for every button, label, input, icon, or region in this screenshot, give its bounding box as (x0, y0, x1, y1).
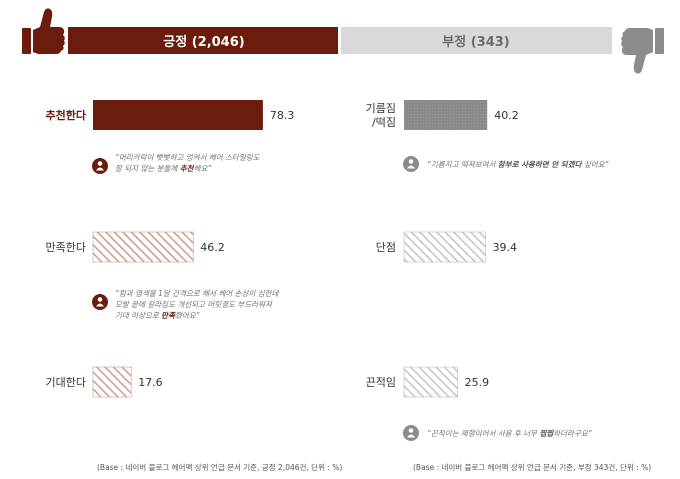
category-label: 추천한다 (46, 108, 87, 122)
negative-header-label: 부정 (343) (442, 34, 509, 50)
positive-header-label: 긍정 (2,046) (163, 34, 244, 50)
value-label: 39.4 (493, 241, 517, 254)
bar (92, 231, 194, 263)
user-icon (403, 425, 419, 441)
thumbs-up-icon (22, 8, 65, 54)
bar (92, 366, 132, 398)
comment-emphasis: 찝찝 (539, 429, 554, 438)
user-icon (92, 294, 108, 310)
comment-text: “머리카락이 뻣뻣하고 엉켜서 헤어 스타일링도 잘 되지 않는 분들께 추천해요… (115, 153, 261, 173)
value-label: 17.6 (138, 376, 163, 389)
value-label: 46.2 (200, 241, 225, 254)
negative-header-bar (340, 27, 612, 54)
comment-text: “기름지고 떡져보여서 함부로 사용하면 안 되겠다 싶어요” (427, 160, 609, 169)
positive-header-bar (68, 27, 340, 54)
positive-chart: 추천한다 78.3 만족한다 46.2 기대한다 17.6 “머리카락이 뻣뻣하고 엉켜서 … (46, 100, 295, 398)
user-icon (92, 158, 108, 174)
comment-text: “끈적이는 제형이어서 사용 후 너무 찝찝하더라구요” (427, 429, 592, 438)
bar (93, 100, 263, 130)
bar (403, 231, 486, 263)
positive-base-note: (Base : 네이버 블로그 헤어팩 상위 언급 문서 기준, 긍정 2,04… (97, 462, 342, 472)
value-label: 78.3 (270, 109, 295, 122)
negative-base-note: (Base : 네이버 블로그 헤어팩 상위 언급 문서 기준, 부정 343건… (413, 462, 651, 472)
category-label: 만족한다 (46, 241, 86, 254)
comment-emphasis: 함부로 사용하면 안 되겠다 (498, 160, 583, 169)
negative-chart: 기름짐/떡짐 40.2 단점 39.4 끈적임 25.9 “기름지고 떡져보여서 함부로 사… (366, 100, 609, 441)
bar (404, 100, 488, 130)
thumbs-down-icon (621, 28, 664, 74)
category-label: 끈적임 (366, 376, 396, 389)
category-label: 단점 (376, 241, 396, 254)
value-label: 25.9 (465, 376, 490, 389)
header-band: 긍정 (2,046) 부정 (343) (22, 8, 664, 74)
value-label: 40.2 (494, 109, 519, 122)
user-icon (403, 156, 419, 172)
bar (403, 366, 458, 398)
comment-emphasis: 만족 (161, 311, 176, 320)
comment-emphasis: 추천 (180, 164, 195, 173)
comment-text: “펌과 염색을 1달 간격으로 해서 헤어 손상이 심한데 모발 끝에 갈라짐도 … (115, 289, 279, 320)
category-label: 기대한다 (46, 376, 86, 389)
category-label: 기름짐/떡짐 (366, 102, 396, 129)
